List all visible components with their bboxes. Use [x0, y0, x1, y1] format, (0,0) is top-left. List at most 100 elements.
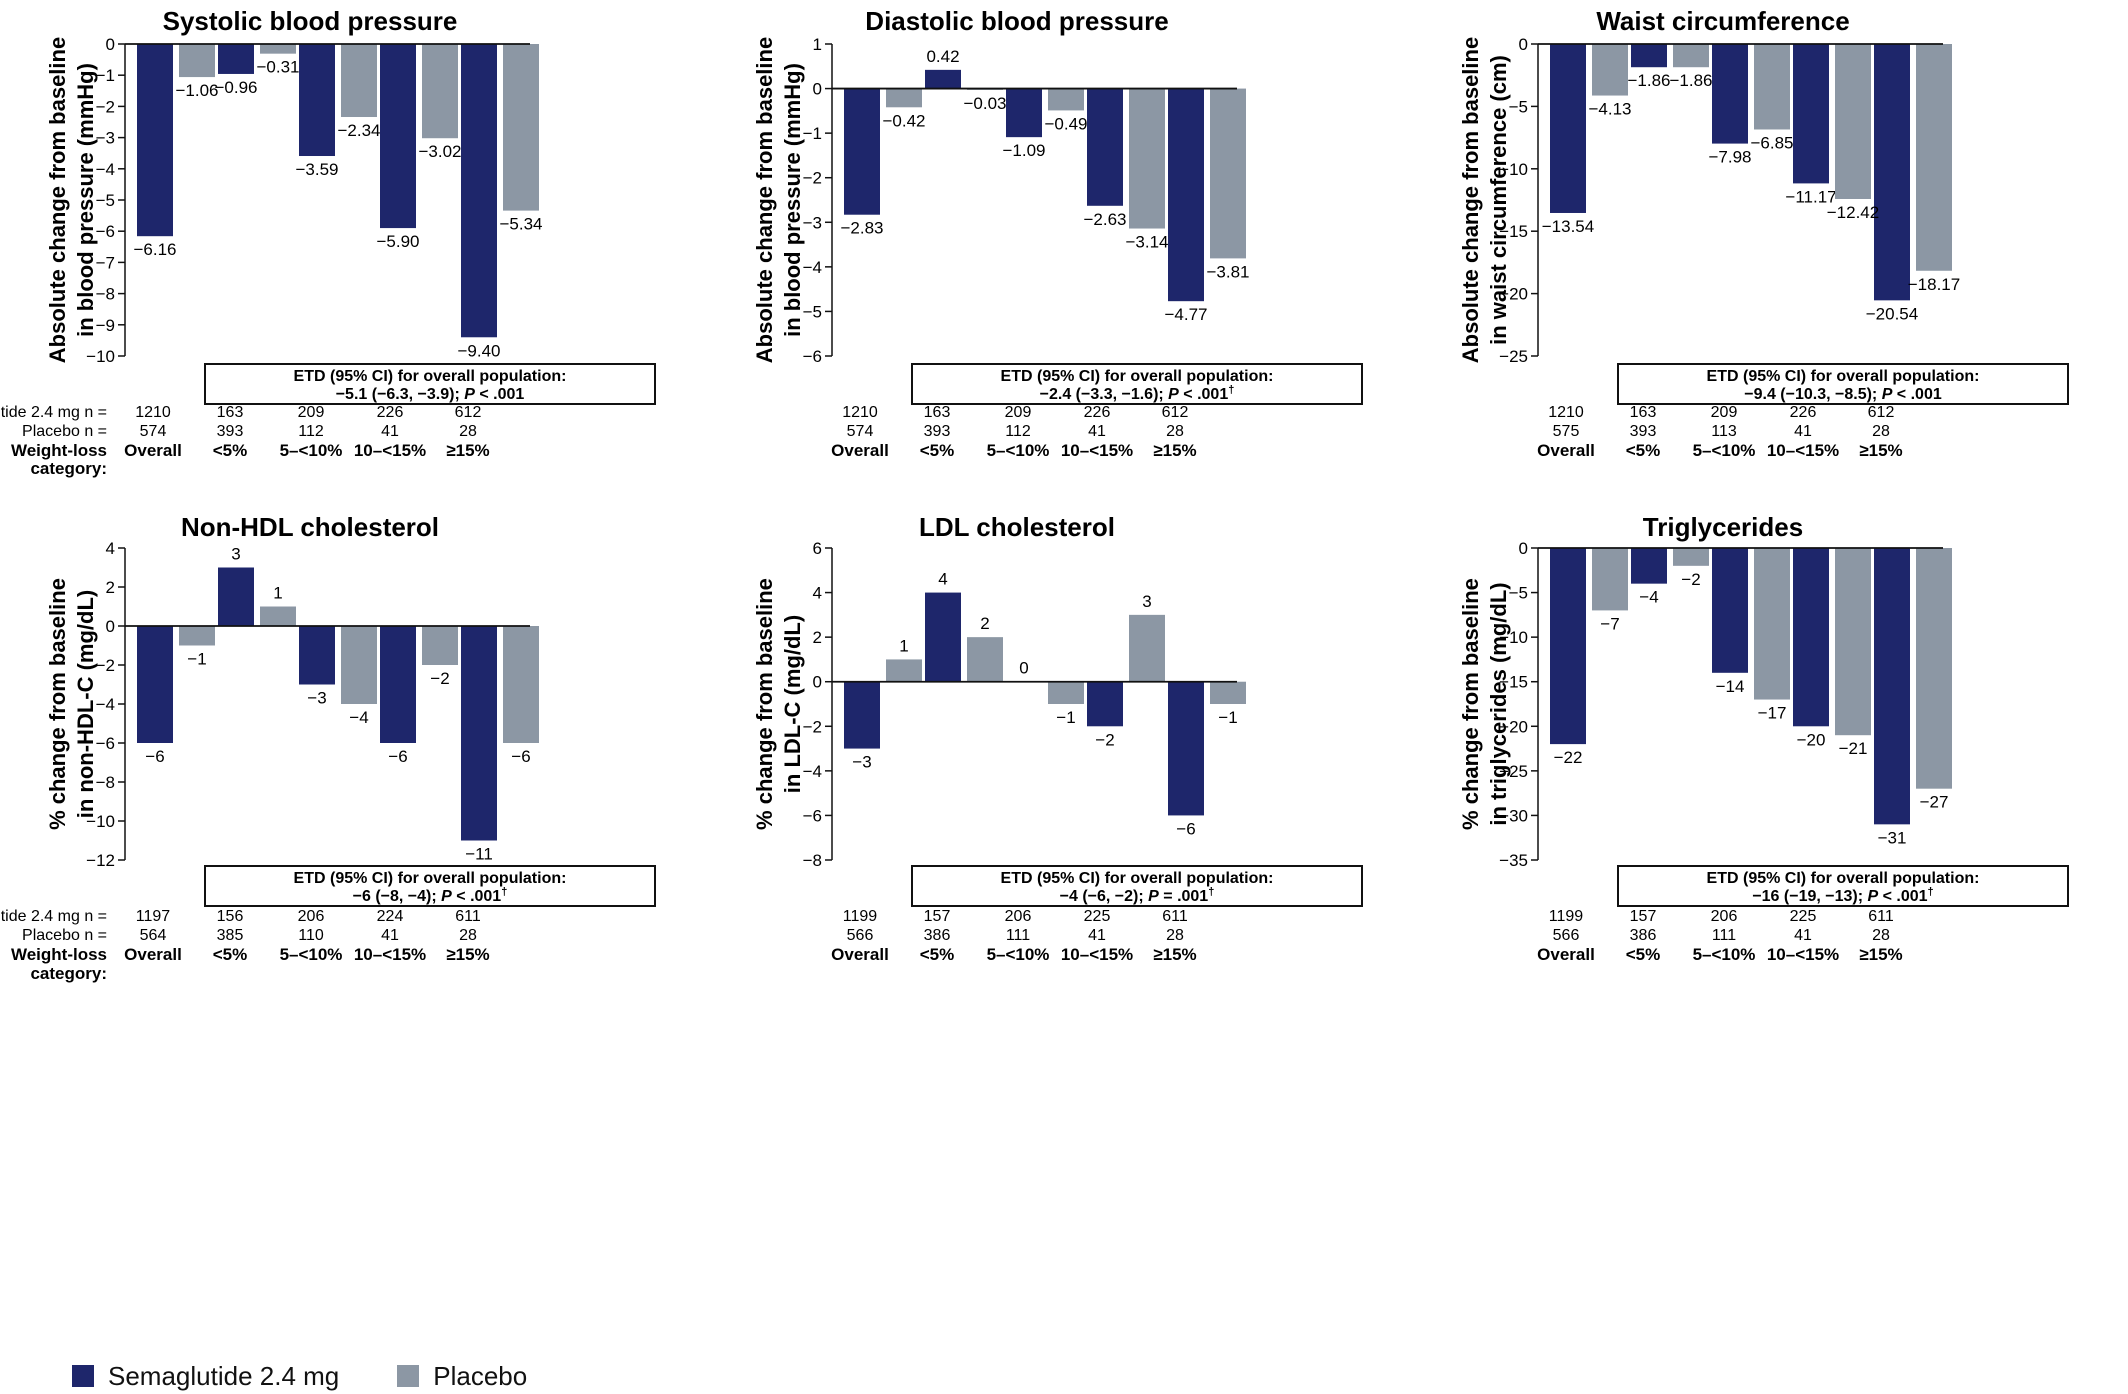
y-tick-label: −10	[86, 347, 115, 366]
sema-n: 206	[1711, 908, 1738, 925]
bar-placebo	[341, 626, 377, 704]
placebo-n: 386	[924, 927, 951, 944]
etd-heading: ETD (95% CI) for overall population:	[1707, 368, 1980, 385]
chart-panel: LDL cholesterol % change from baseline in …	[752, 512, 1363, 964]
category-label: ≥15%	[446, 441, 489, 460]
placebo-n: 28	[459, 423, 477, 440]
y-axis-label: in blood pressure (mmHg)	[780, 63, 805, 337]
data-label: −9.40	[457, 341, 500, 360]
y-axis-label: in non-HDL-C (mg/dL)	[73, 590, 98, 819]
data-label: −11.17	[1785, 187, 1836, 206]
bar-placebo	[1673, 44, 1709, 68]
category-label: Overall	[1537, 441, 1595, 460]
y-tick-label: −1	[803, 124, 822, 143]
y-tick-label: −2	[803, 169, 822, 188]
category-label: 5–<10%	[987, 441, 1050, 460]
data-label: −1	[1056, 708, 1075, 727]
etd-box	[1617, 865, 2069, 907]
bar-placebo	[422, 44, 458, 139]
bar-placebo	[1916, 548, 1952, 789]
y-tick-label: −30	[1499, 806, 1528, 825]
y-tick-label: −6	[96, 222, 115, 241]
category-label: Overall	[831, 945, 889, 964]
data-label: −2	[1095, 730, 1114, 749]
placebo-n: 28	[1166, 927, 1184, 944]
etd-ci: −9.4 (−10.3, −8.5);	[1744, 386, 1881, 403]
data-label: −0.49	[1044, 114, 1087, 133]
etd-p: P	[441, 888, 452, 905]
chart-title: Triglycerides	[1643, 512, 1803, 542]
chart-panel: Waist circumference Absolute change from …	[1458, 6, 2069, 460]
row-label-category: category:	[30, 964, 107, 983]
data-label: −7.98	[1708, 148, 1751, 167]
data-label: −1	[187, 650, 206, 669]
placebo-n: 393	[924, 423, 951, 440]
y-axis-label: in blood pressure (mmHg)	[73, 63, 98, 337]
y-tick-label: −6	[803, 347, 822, 366]
etd-p: P	[1168, 386, 1179, 403]
bar-placebo	[1754, 44, 1790, 130]
chart-title: Diastolic blood pressure	[865, 6, 1168, 36]
etd-ci: −4 (−6, −2);	[1060, 888, 1149, 905]
row-label-placebo-n: Placebo n =	[22, 423, 107, 440]
y-tick-label: −8	[96, 285, 115, 304]
y-tick-label: 0	[813, 80, 822, 99]
bar-semaglutide	[218, 44, 254, 74]
y-axis-label: % change from baseline	[45, 578, 70, 830]
chart-title: Non-HDL cholesterol	[181, 512, 439, 542]
data-label: −0.42	[882, 111, 925, 130]
y-tick-label: 0	[1519, 35, 1528, 54]
sema-n: 1210	[135, 404, 171, 421]
data-label: −4	[1639, 588, 1658, 607]
bar-placebo	[1835, 44, 1871, 200]
y-tick-label: −1	[96, 66, 115, 85]
data-label: −3.14	[1125, 233, 1168, 252]
etd-heading: ETD (95% CI) for overall population:	[1001, 368, 1274, 385]
bar-semaglutide	[1087, 88, 1123, 206]
bar-placebo	[260, 44, 296, 54]
y-tick-label: −12	[86, 851, 115, 870]
y-tick-label: −15	[1499, 222, 1528, 241]
category-label: 5–<10%	[280, 441, 343, 460]
y-tick-label: −9	[96, 316, 115, 335]
category-label: Overall	[831, 441, 889, 460]
placebo-n: 566	[847, 927, 874, 944]
sema-n: 611	[455, 908, 481, 925]
etd-dagger: †	[501, 886, 507, 898]
bar-placebo	[260, 606, 296, 626]
y-tick-label: −8	[96, 773, 115, 792]
etd-value: −16 (−19, −13); P < .001†	[1752, 886, 1933, 905]
etd-ci: −2.4 (−3.3, −1.6);	[1040, 386, 1169, 403]
sema-n: 1197	[136, 908, 171, 925]
data-label: −14	[1716, 677, 1745, 696]
sema-n: 225	[1084, 908, 1111, 925]
data-label: −1.06	[175, 81, 218, 100]
data-label: −12.42	[1827, 203, 1879, 222]
data-label: −0.96	[214, 78, 257, 97]
data-label: −5.90	[376, 232, 419, 251]
placebo-n: 41	[1088, 423, 1106, 440]
sema-n: 1199	[1549, 908, 1584, 925]
data-label: −6	[388, 747, 407, 766]
bar-placebo	[886, 88, 922, 108]
etd-pvalue: < .001	[475, 386, 524, 403]
y-tick-label: −2	[803, 717, 822, 736]
bar-semaglutide	[925, 69, 961, 89]
bar-semaglutide	[1631, 44, 1667, 68]
bar-semaglutide	[844, 88, 880, 215]
placebo-n: 28	[1166, 423, 1184, 440]
etd-ci: −6 (−8, −4);	[353, 888, 442, 905]
bar-placebo	[1592, 44, 1628, 96]
row-label-placebo-n: Placebo n =	[22, 927, 107, 944]
etd-value: −6 (−8, −4); P < .001†	[353, 886, 508, 905]
placebo-n: 111	[1006, 927, 1030, 944]
bar-semaglutide	[1087, 681, 1123, 727]
y-tick-label: −20	[1499, 717, 1528, 736]
legend: Semaglutide 2.4 mg Placebo	[72, 1361, 585, 1391]
category-label: ≥15%	[1859, 441, 1902, 460]
placebo-n: 393	[217, 423, 244, 440]
data-label: −2	[1681, 570, 1700, 589]
category-label: 5–<10%	[1693, 441, 1756, 460]
bar-placebo	[1048, 681, 1084, 704]
placebo-n: 41	[381, 423, 399, 440]
